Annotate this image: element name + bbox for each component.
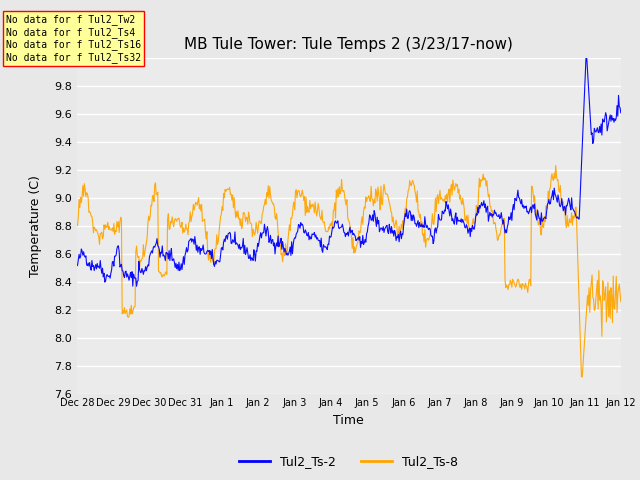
Text: No data for f Tul2_Tw2
No data for f Tul2_Ts4
No data for f Tul2_Ts16
No data fo: No data for f Tul2_Tw2 No data for f Tul… (6, 14, 141, 63)
Y-axis label: Temperature (C): Temperature (C) (29, 175, 42, 276)
X-axis label: Time: Time (333, 414, 364, 427)
Legend: Tul2_Ts-2, Tul2_Ts-8: Tul2_Ts-2, Tul2_Ts-8 (234, 450, 463, 473)
Title: MB Tule Tower: Tule Temps 2 (3/23/17-now): MB Tule Tower: Tule Temps 2 (3/23/17-now… (184, 37, 513, 52)
